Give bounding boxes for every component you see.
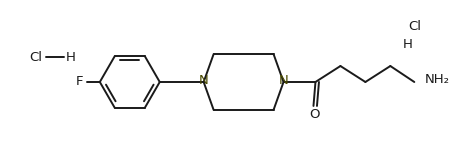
Text: O: O — [309, 108, 320, 122]
Text: N: N — [199, 75, 208, 87]
Text: Cl: Cl — [30, 51, 42, 64]
Text: H: H — [402, 38, 412, 51]
Text: Cl: Cl — [408, 20, 421, 33]
Text: N: N — [278, 75, 288, 87]
Text: F: F — [76, 75, 84, 89]
Text: NH₂: NH₂ — [425, 73, 449, 87]
Text: H: H — [66, 51, 76, 64]
